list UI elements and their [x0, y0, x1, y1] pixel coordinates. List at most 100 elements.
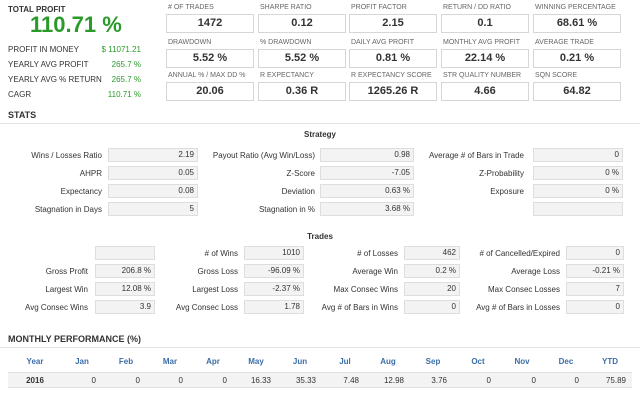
divider: [0, 123, 640, 124]
month-header: Jan: [75, 357, 89, 366]
metric-sqn-score: SQN SCORE 64.82: [533, 72, 621, 101]
month-cell: 3.76: [431, 376, 447, 385]
stat-label: Average Win: [352, 267, 398, 276]
metric-profit-factor: PROFIT FACTOR 2.15: [349, 4, 437, 33]
month-header: Aug: [380, 357, 396, 366]
metric-value: 4.66: [441, 82, 529, 101]
strategy-title: Strategy: [303, 130, 336, 139]
month-header: Jun: [292, 357, 308, 366]
stat-value: 1.78: [244, 300, 304, 314]
metric-pct-drawdown: % DRAWDOWN 5.52 %: [258, 39, 346, 68]
month-header: Dec: [558, 357, 574, 366]
stat-value: 5: [108, 202, 198, 216]
month-cell: 35.33: [295, 376, 316, 385]
stat-label: Z-Probability: [479, 169, 524, 178]
month-cell: 0: [574, 376, 579, 385]
stat-label: AHPR: [79, 169, 102, 178]
metric-value: 2.15: [349, 14, 437, 33]
metric-label: R EXPECTANCY: [260, 72, 314, 79]
stat-label: Max Consec Wins: [333, 285, 398, 294]
stat-label: Largest Win: [45, 285, 88, 294]
month-cell: 0: [486, 376, 491, 385]
metric-label: PROFIT FACTOR: [351, 4, 407, 11]
month-header: Apr: [206, 357, 220, 366]
month-cell: 12.98: [383, 376, 404, 385]
stat-value-empty: [95, 246, 155, 260]
metric-label: DRAWDOWN: [168, 39, 212, 46]
trades-title: Trades: [307, 232, 333, 241]
metric-label: AVERAGE TRADE: [535, 39, 594, 46]
stat-label: Z-Score: [286, 169, 315, 178]
stat-value: 0.08: [108, 184, 198, 198]
metric-drawdown: DRAWDOWN 5.52 %: [166, 39, 254, 68]
month-cell: 0: [531, 376, 536, 385]
stat-value: 0 %: [533, 166, 623, 180]
month-cell: 0: [135, 376, 140, 385]
stat-value: 1010: [244, 246, 304, 260]
table-row: [8, 372, 632, 388]
metric-value: 1472: [166, 14, 254, 33]
stat-value: 3.68 %: [320, 202, 414, 216]
metric-monthly-avg-profit: MONTHLY AVG PROFIT 22.14 %: [441, 39, 529, 68]
stat-label: Avg Consec Wins: [25, 303, 88, 312]
metric-sharpe: SHARPE RATIO 0.12: [258, 4, 346, 33]
stat-label: Exposure: [490, 187, 524, 196]
month-header: Sep: [425, 357, 441, 366]
metric-r-expectancy-score: R EXPECTANCY SCORE 1265.26 R: [349, 72, 437, 101]
month-header: Oct: [471, 357, 485, 366]
stat-value: -96.09 %: [244, 264, 304, 278]
stat-value: -0.21 %: [566, 264, 624, 278]
metric-r-expectancy: R EXPECTANCY 0.36 R: [258, 72, 346, 101]
divider: [0, 347, 640, 348]
year-cell: 2016: [26, 376, 44, 385]
stat-label: Wins / Losses Ratio: [31, 151, 102, 160]
metric-value: 0.12: [258, 14, 346, 33]
month-header: Feb: [118, 357, 134, 366]
metric-str-quality: STR QUALITY NUMBER 4.66: [441, 72, 529, 101]
month-header: May: [248, 357, 264, 366]
summary-panel: TOTAL PROFIT 110.71 % PROFIT IN MONEY $ …: [0, 0, 640, 106]
stat-label: Avg # of Bars in Wins: [321, 303, 398, 312]
metric-label: MONTHLY AVG PROFIT: [443, 39, 521, 46]
stat-label: Gross Loss: [197, 267, 238, 276]
metric-value: 0.21 %: [533, 49, 621, 68]
month-cell: 7.48: [343, 376, 359, 385]
ytd-cell: 75.89: [605, 376, 626, 385]
stat-label: Avg Consec Loss: [175, 303, 238, 312]
stat-value: 0 %: [533, 184, 623, 198]
stat-label: Stagnation in Days: [34, 205, 102, 214]
total-profit-label: TOTAL PROFIT: [8, 5, 66, 14]
metric-trades: # OF TRADES 1472: [166, 4, 254, 33]
stat-value: 0: [566, 246, 624, 260]
stat-label: # of Wins: [204, 249, 238, 258]
stat-label: Avg # of Bars in Losses: [476, 303, 560, 312]
stat-value: 20: [404, 282, 460, 296]
month-header-ytd: YTD: [602, 357, 618, 366]
metric-label: STR QUALITY NUMBER: [443, 72, 522, 79]
metric-annual-maxdd: ANNUAL % / MAX DD % 20.06: [166, 72, 254, 101]
metric-value: 1265.26 R: [349, 82, 437, 101]
stats-title: STATS: [8, 110, 37, 120]
side-value: 110.71 %: [107, 90, 141, 99]
stat-label: Max Consec Losses: [487, 285, 560, 294]
metric-label: ANNUAL % / MAX DD %: [168, 72, 246, 79]
month-cell: 16.33: [250, 376, 271, 385]
metric-label: RETURN / DD RATIO: [443, 4, 511, 11]
stat-label: Average # of Bars in Trade: [428, 151, 524, 160]
metric-value: 0.1: [441, 14, 529, 33]
side-value: 265.7 %: [111, 75, 141, 84]
stat-value: 0: [566, 300, 624, 314]
stat-value: -2.37 %: [244, 282, 304, 296]
stat-value: 0.63 %: [320, 184, 414, 198]
stat-value: 206.8 %: [95, 264, 155, 278]
month-cell: 0: [91, 376, 96, 385]
profit-in-money-row: PROFIT IN MONEY $ 11071.21: [8, 45, 141, 57]
monthly-title: MONTHLY PERFORMANCE (%): [8, 334, 142, 344]
stat-value: -7.05: [320, 166, 414, 180]
metric-value: 0.81 %: [349, 49, 437, 68]
month-header-year: Year: [26, 357, 44, 366]
stat-value: 0: [533, 148, 623, 162]
metric-value: 68.61 %: [533, 14, 621, 33]
metric-daily-avg-profit: DAILY AVG PROFIT 0.81 %: [349, 39, 437, 68]
month-header: Jul: [339, 357, 351, 366]
